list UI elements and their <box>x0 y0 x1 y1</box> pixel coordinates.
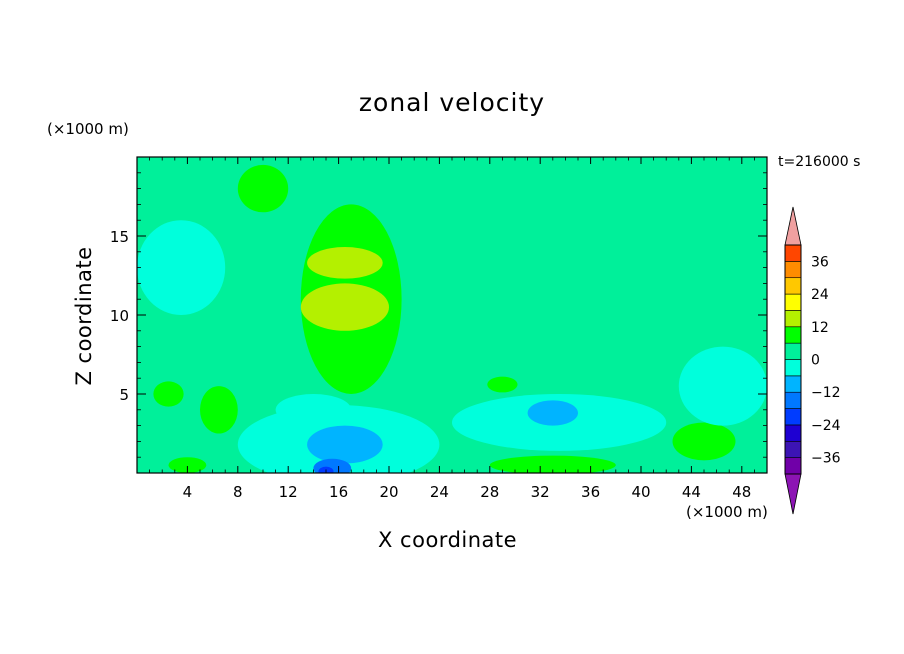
colorbar-segment <box>784 310 802 328</box>
x-tick-label: 32 <box>531 483 550 501</box>
x-tick-label: 16 <box>329 483 348 501</box>
contour-region <box>275 394 352 426</box>
x-tick-label: 40 <box>631 483 650 501</box>
contour-region <box>527 400 578 426</box>
colorbar-segment <box>784 457 802 475</box>
x-tick-label: 24 <box>430 483 449 501</box>
colorbar-tick-label: 0 <box>811 353 820 369</box>
contour-region <box>168 457 207 473</box>
colorbar-tick-label: −24 <box>811 418 841 434</box>
x-tick-label: 4 <box>183 483 193 501</box>
x-axis-unit: (×1000 m) <box>686 503 768 521</box>
colorbar-segment <box>784 391 802 409</box>
colorbar-segment <box>784 424 802 442</box>
contour-region <box>672 422 736 461</box>
y-tick-label: 10 <box>110 307 129 325</box>
contour-region <box>487 376 518 393</box>
contour-region <box>300 283 389 331</box>
contour-region <box>237 164 289 213</box>
contour-region <box>678 346 767 426</box>
colorbar-segment <box>784 261 802 279</box>
x-tick-label: 28 <box>480 483 499 501</box>
contour-region <box>489 455 616 473</box>
colorbar-segment <box>784 326 802 344</box>
colorbar-tick-label: 36 <box>811 254 829 270</box>
contour-region <box>153 381 184 407</box>
colorbar-segment <box>784 293 802 311</box>
colorbar-frame <box>784 244 802 475</box>
chart-title: zonal velocity <box>358 88 546 117</box>
y-tick-label: 5 <box>119 386 129 404</box>
colorbar-over-triangle <box>784 206 802 246</box>
y-axis-label: Z coordinate <box>72 246 96 386</box>
x-tick-label: 44 <box>682 483 701 501</box>
colorbar-tick-label: −12 <box>811 385 841 401</box>
y-axis-unit: (×1000 m) <box>47 120 129 138</box>
colorbar-segment <box>784 244 802 262</box>
contour-region <box>137 220 226 315</box>
x-tick-label: 36 <box>581 483 600 501</box>
colorbar-segment <box>784 359 802 377</box>
contour-region <box>200 386 238 434</box>
colorbar-segment <box>784 440 802 458</box>
contour-plot <box>137 157 767 473</box>
colorbar-segment <box>784 375 802 393</box>
colorbar-tick-label: 24 <box>811 287 829 303</box>
contour-field <box>137 157 767 473</box>
contour-region <box>313 458 352 473</box>
colorbar-segment <box>784 408 802 426</box>
x-tick-label: 48 <box>732 483 751 501</box>
colorbar-segment <box>784 277 802 295</box>
colorbar-under-triangle <box>784 473 802 515</box>
time-annotation: t=216000 s <box>778 154 861 170</box>
contour-region <box>307 425 383 464</box>
y-tick-label: 15 <box>110 228 129 246</box>
x-tick-label: 8 <box>233 483 243 501</box>
x-tick-label: 20 <box>379 483 398 501</box>
x-tick-label: 12 <box>279 483 298 501</box>
contour-region <box>307 247 383 279</box>
colorbar-tick-label: 12 <box>811 320 829 336</box>
colorbar-segment <box>784 342 802 360</box>
x-axis-label: X coordinate <box>378 528 518 552</box>
colorbar-tick-label: −36 <box>811 451 841 467</box>
colorbar: 36 24 12 0 −12 −24 −36 <box>784 206 841 515</box>
